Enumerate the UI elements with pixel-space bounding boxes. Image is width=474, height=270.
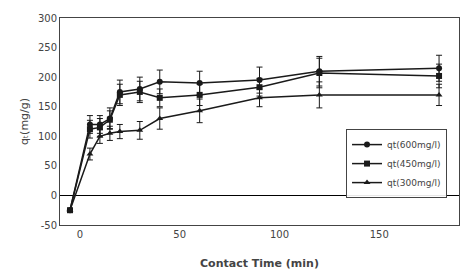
svg-text:150: 150	[38, 101, 57, 112]
svg-text:qₜ(mg/g): qₜ(mg/g)	[18, 98, 31, 145]
svg-text:50: 50	[173, 229, 186, 240]
svg-text:0: 0	[51, 190, 57, 201]
svg-text:0: 0	[77, 229, 83, 240]
svg-text:qt(600mg/l): qt(600mg/l)	[387, 140, 440, 150]
svg-text:Contact Time (min): Contact Time (min)	[200, 257, 319, 270]
svg-text:150: 150	[370, 229, 389, 240]
svg-text:200: 200	[38, 72, 57, 83]
svg-text:300: 300	[38, 13, 57, 24]
svg-text:qt(450mg/l): qt(450mg/l)	[387, 159, 440, 169]
svg-text:250: 250	[38, 42, 57, 53]
svg-text:50: 50	[44, 160, 57, 171]
svg-text:-50: -50	[41, 220, 57, 231]
svg-text:100: 100	[270, 229, 289, 240]
svg-text:qt(300mg/l): qt(300mg/l)	[387, 178, 440, 188]
svg-text:100: 100	[38, 131, 57, 142]
